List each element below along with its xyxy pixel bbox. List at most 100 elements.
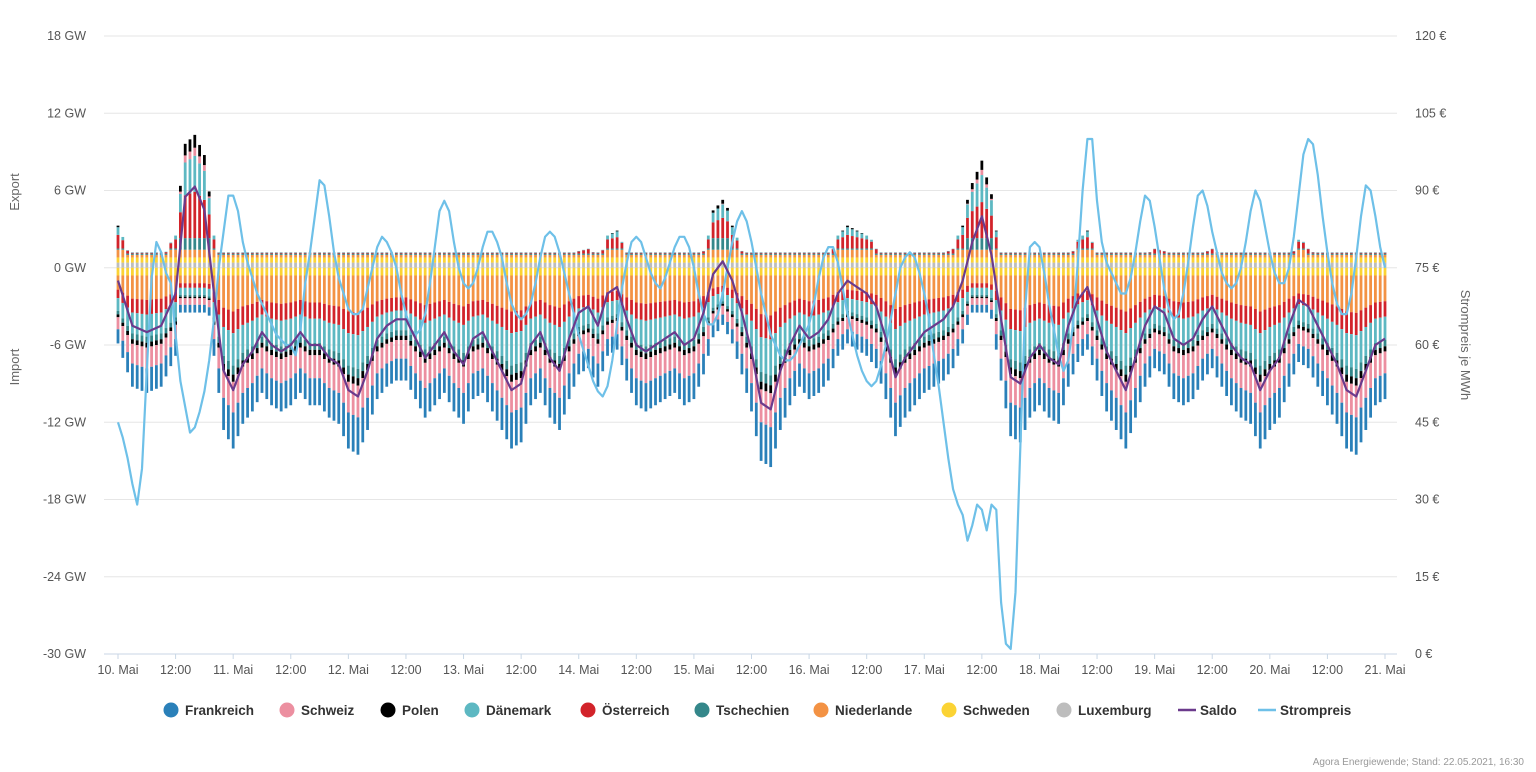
bar-segment [1129, 257, 1133, 263]
bar-segment [385, 267, 389, 276]
bar-segment [260, 262, 264, 268]
bar-segment [1018, 362, 1022, 372]
bar-segment [798, 339, 801, 344]
bar-segment [740, 250, 744, 252]
bar-segment [889, 252, 893, 253]
bar-segment [145, 257, 149, 263]
bar-segment [164, 333, 168, 338]
bar-segment [630, 347, 633, 369]
bar-segment [1186, 317, 1190, 342]
bar-segment [250, 252, 254, 254]
bar-segment [1124, 412, 1128, 449]
bar-segment [553, 392, 557, 424]
bar-segment [1186, 353, 1190, 376]
bar-segment [1009, 252, 1013, 254]
bar-segment [1326, 378, 1329, 406]
bar-segment [721, 238, 725, 250]
bar-segment [131, 333, 134, 340]
bar-segment [1239, 388, 1243, 418]
bar-segment [1206, 267, 1209, 276]
bar-segment [1249, 252, 1253, 253]
bar-segment [1167, 254, 1171, 258]
bar-segment [169, 347, 173, 367]
bar-segment [370, 321, 374, 348]
bar-segment [961, 314, 965, 318]
bar-segment [1244, 254, 1248, 258]
bar-segment [428, 254, 432, 258]
bar-segment [1086, 321, 1089, 335]
bar-segment [980, 257, 984, 263]
bar-segment [1206, 257, 1209, 263]
bar-segment [1230, 253, 1233, 255]
bar-segment [1047, 388, 1051, 418]
bar-segment [1009, 359, 1013, 368]
bar-segment [375, 275, 379, 302]
bar-segment [918, 275, 921, 302]
bar-segment [721, 257, 725, 263]
bar-segment [260, 342, 264, 348]
bar-segment [1196, 262, 1200, 268]
bar-segment [1114, 252, 1118, 254]
bar-segment [510, 412, 513, 449]
bar-segment [918, 339, 921, 347]
bar-segment [970, 249, 974, 258]
bar-segment [654, 267, 657, 276]
bar-segment [1316, 343, 1320, 364]
bar-segment [1345, 257, 1348, 263]
bar-segment [1162, 296, 1166, 309]
bar-segment [322, 359, 326, 384]
bar-segment [966, 285, 969, 292]
bar-segment [438, 257, 441, 263]
bar-segment [1383, 316, 1387, 340]
bar-segment [1062, 378, 1065, 406]
bar-segment [913, 355, 917, 379]
bar-segment [812, 252, 816, 253]
bar-segment [1148, 267, 1152, 276]
bar-segment [620, 322, 624, 327]
bar-segment [1119, 376, 1123, 406]
bar-segment [505, 405, 509, 440]
bar-segment [1186, 341, 1190, 349]
bar-segment [826, 335, 830, 341]
bar-segment [716, 208, 720, 221]
bar-segment [711, 222, 715, 239]
bar-segment [452, 257, 456, 263]
bar-segment [1369, 362, 1372, 389]
bar-segment [740, 353, 744, 375]
bar-segment [990, 262, 993, 268]
bar-segment [193, 296, 197, 299]
bar-segment [1330, 252, 1334, 253]
bar-segment [639, 252, 643, 253]
bar-segment [1052, 364, 1056, 391]
bar-segment [428, 257, 432, 263]
bar-segment [625, 252, 629, 253]
bar-segment [217, 254, 221, 258]
bar-segment [879, 331, 883, 338]
bar-segment [1143, 333, 1147, 340]
bar-segment [178, 294, 182, 297]
bar-segment [649, 303, 653, 320]
bar-segment [486, 253, 489, 255]
bar-segment [231, 252, 235, 253]
bar-segment [131, 257, 134, 263]
bar-segment [1215, 338, 1219, 357]
bar-segment [1110, 252, 1113, 253]
bar-segment [226, 252, 230, 254]
bar-segment [730, 248, 734, 250]
bar-segment [990, 284, 993, 290]
bar-segment [514, 363, 518, 373]
bar-segment [1105, 275, 1109, 304]
bar-segment [538, 368, 542, 393]
bar-segment [644, 383, 648, 412]
bar-segment [135, 252, 139, 253]
bar-segment [318, 267, 321, 276]
bar-segment [1206, 353, 1209, 375]
bar-segment [985, 208, 989, 239]
bar-segment [649, 357, 653, 381]
bar-segment [1206, 275, 1209, 297]
bar-segment [1105, 320, 1109, 347]
bar-segment [226, 254, 230, 258]
bar-segment [678, 257, 681, 263]
bar-segment [399, 335, 403, 341]
bar-segment [788, 355, 792, 379]
